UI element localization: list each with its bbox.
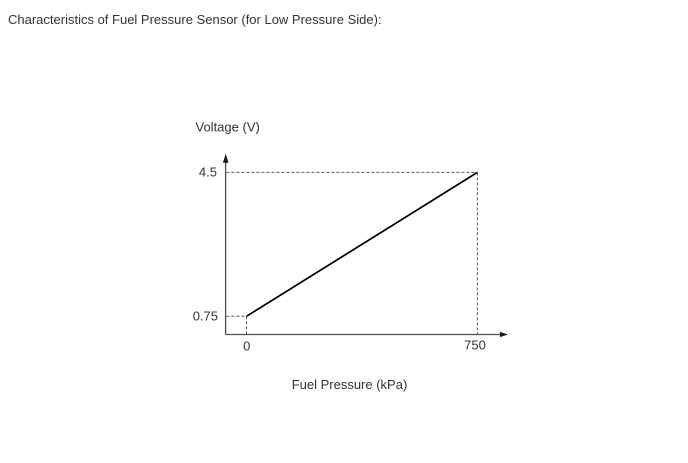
svg-text:4.5: 4.5 bbox=[199, 165, 217, 180]
svg-text:0: 0 bbox=[243, 339, 250, 354]
svg-text:Characteristics of Fuel Pressu: Characteristics of Fuel Pressure Sensor … bbox=[8, 12, 382, 27]
svg-text:Voltage (V): Voltage (V) bbox=[196, 120, 260, 135]
svg-text:750: 750 bbox=[464, 338, 486, 353]
svg-text:0.75: 0.75 bbox=[193, 309, 218, 324]
svg-text:Fuel Pressure (kPa): Fuel Pressure (kPa) bbox=[292, 377, 408, 392]
